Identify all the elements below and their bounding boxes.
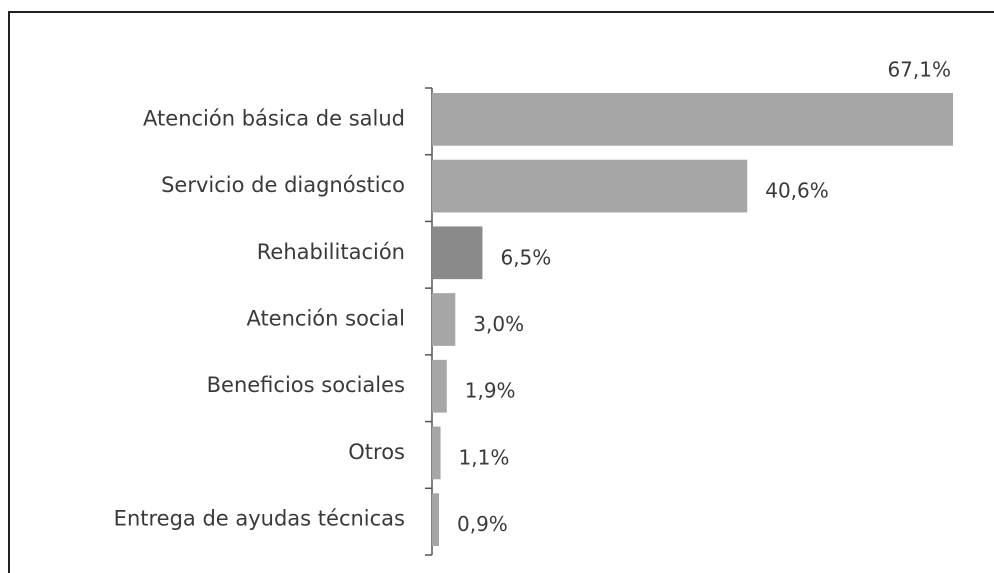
bar <box>432 159 748 213</box>
value-label: 0,9% <box>457 512 508 536</box>
value-label: 3,0% <box>473 312 524 336</box>
category-label: Rehabilitación <box>257 240 405 264</box>
category-label: Otros <box>348 440 405 464</box>
category-label: Atención básica de salud <box>143 106 405 130</box>
value-label: 6,5% <box>500 245 551 269</box>
category-label: Beneficios sociales <box>207 373 405 397</box>
bar <box>432 493 439 546</box>
value-label: 40,6% <box>765 179 829 203</box>
category-label: Entrega de ayudas técnicas <box>114 507 405 531</box>
bar <box>432 359 447 413</box>
value-label: 1,9% <box>465 379 516 403</box>
bar <box>432 426 441 480</box>
category-label: Servicio de diagnóstico <box>161 173 405 197</box>
value-label: 1,1% <box>459 445 510 469</box>
bar <box>432 226 483 280</box>
bar <box>432 293 456 346</box>
value-label: 67,1% <box>887 58 951 82</box>
category-label: Atención social <box>246 307 405 331</box>
bar <box>432 93 953 146</box>
